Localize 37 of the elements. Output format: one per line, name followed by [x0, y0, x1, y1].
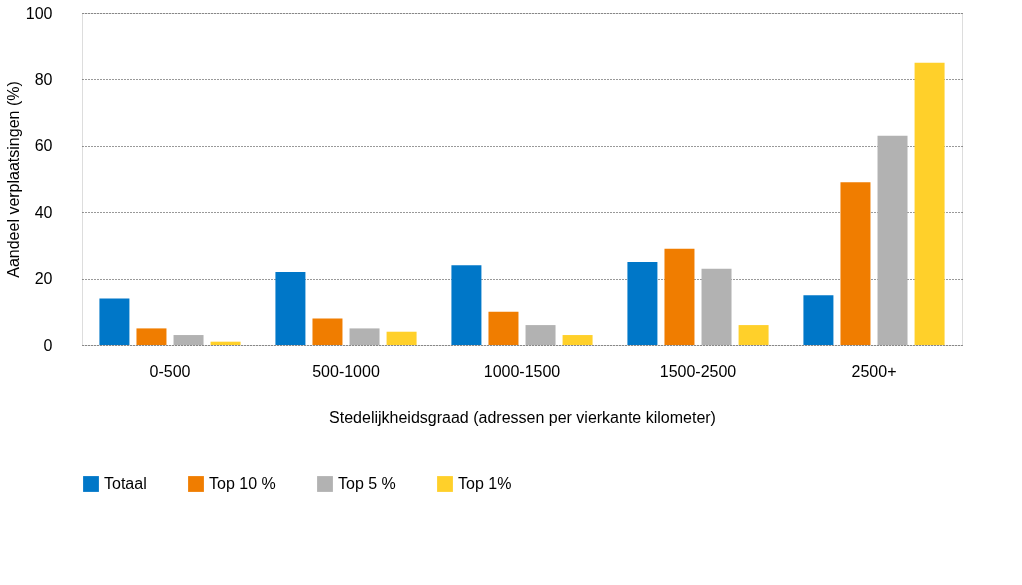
y-tick-label: 100: [25, 4, 53, 22]
bar: [701, 268, 732, 345]
bar: [451, 265, 482, 345]
bar: [738, 325, 769, 345]
bar: [525, 325, 556, 345]
x-tick-label: 1500-2500: [659, 362, 737, 380]
x-axis-title: Stedelijkheidsgraad (adressen per vierkante kilometer): [329, 408, 716, 426]
bar: [275, 271, 306, 345]
bar: [173, 335, 204, 345]
y-tick-label: 0: [43, 336, 53, 354]
x-tick-label: 2500+: [851, 362, 897, 380]
y-tick-label: 40: [34, 203, 53, 221]
bar: [349, 328, 380, 345]
bar: [562, 335, 593, 345]
legend-label: Totaal: [104, 475, 147, 492]
y-tick-label: 20: [34, 270, 53, 288]
y-tick-label: 60: [34, 137, 53, 155]
bar: [627, 262, 658, 345]
bar: [136, 328, 167, 345]
bar: [840, 182, 871, 345]
bar: [877, 135, 908, 345]
bar: [99, 298, 130, 345]
bar: [664, 248, 695, 345]
x-tick-label: 1000-1500: [483, 362, 561, 380]
bar: [488, 311, 519, 345]
x-tick-label: 500-1000: [312, 362, 380, 380]
bar: [914, 62, 945, 345]
y-tick-label: 80: [34, 70, 53, 88]
bar: [803, 295, 834, 345]
legend-label: Top 10 %: [209, 475, 276, 492]
bar: [210, 341, 241, 345]
legend-label: Top 5 %: [338, 475, 396, 492]
legend-label: Top 1%: [458, 475, 512, 492]
bar: [312, 318, 343, 345]
x-tick-label: 0-500: [149, 362, 191, 380]
bar: [386, 331, 417, 345]
y-axis-title: Aandeel verplaatsingen (%): [4, 81, 22, 278]
